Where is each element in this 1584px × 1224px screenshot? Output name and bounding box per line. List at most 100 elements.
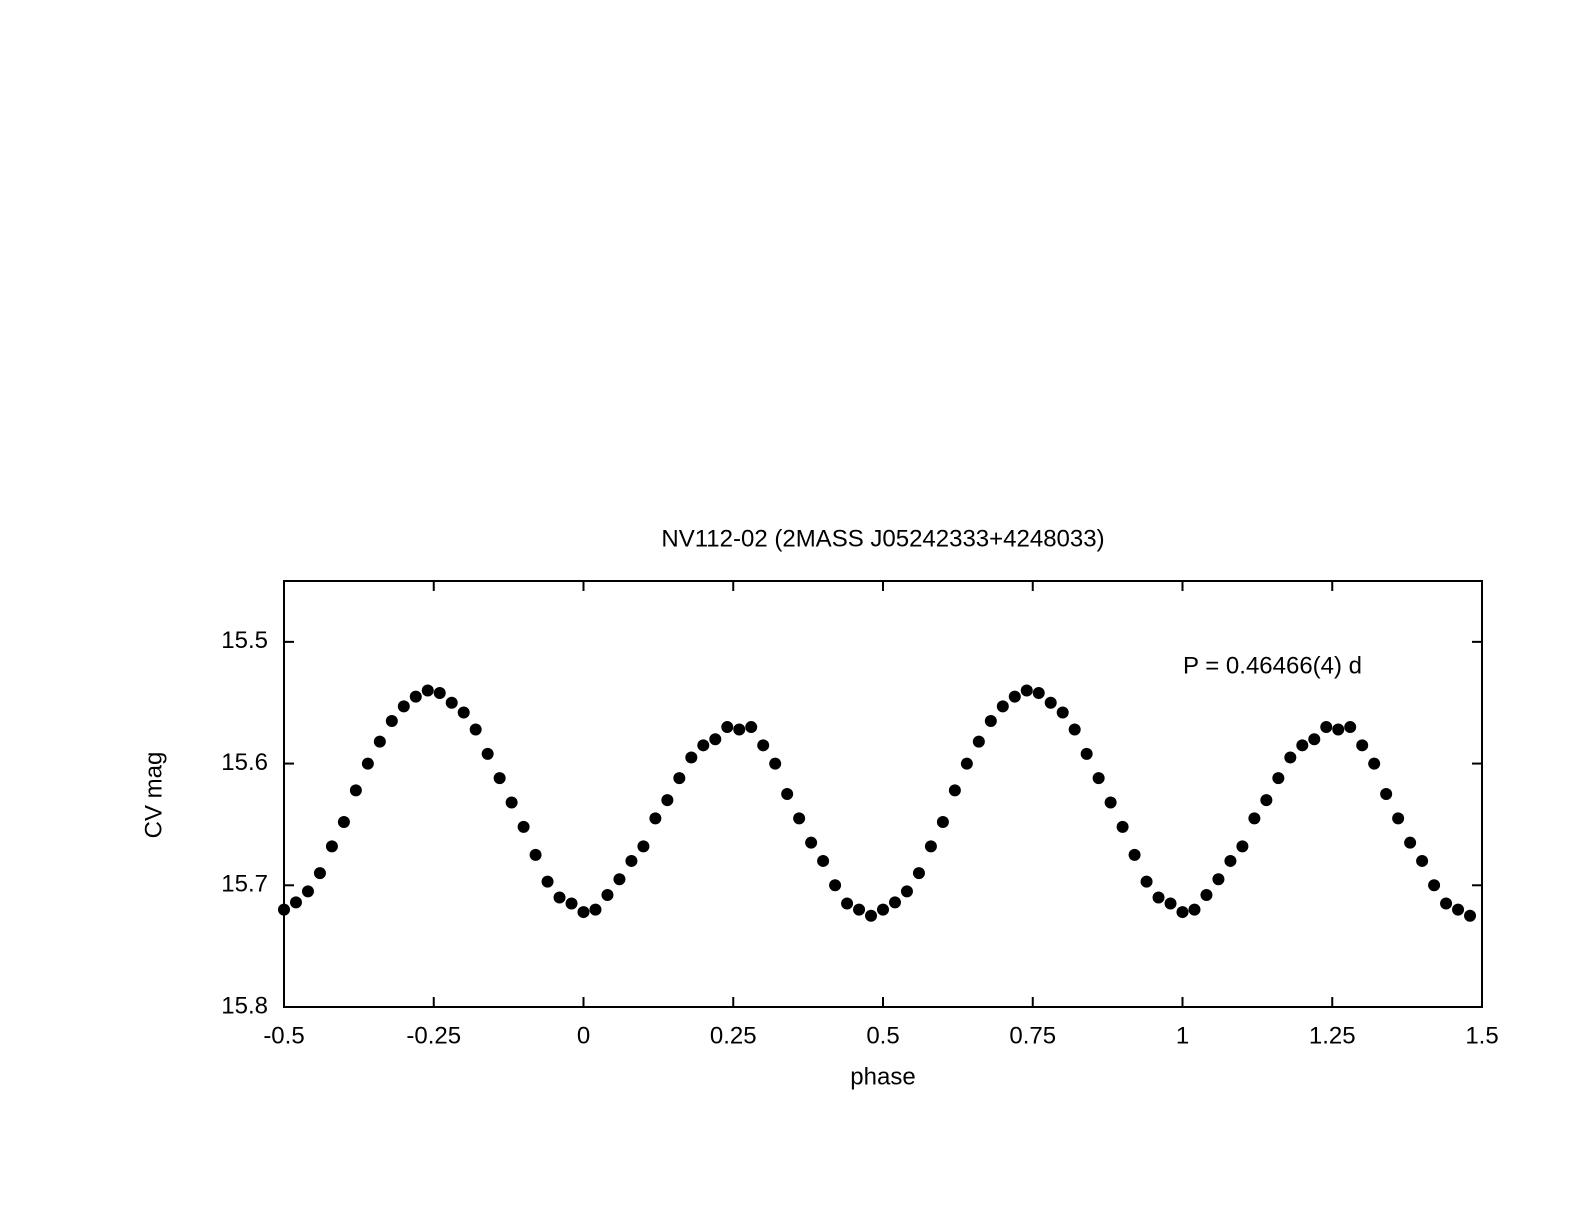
data-point [278, 903, 290, 916]
data-point [1152, 891, 1165, 904]
data-point [1440, 897, 1453, 910]
data-point [421, 684, 434, 697]
data-point [1404, 836, 1417, 849]
data-point [1356, 739, 1369, 752]
chart-title: NV112-02 (2MASS J05242333+4248033) [661, 525, 1104, 552]
annotation: P = 0.46466(4) d [1183, 652, 1362, 679]
data-point [888, 896, 901, 909]
x-axis-label: phase [850, 1063, 915, 1090]
data-point [1212, 873, 1225, 886]
data-point [1128, 848, 1141, 861]
data-point [601, 889, 614, 902]
data-point [984, 714, 997, 727]
data-point [960, 757, 973, 770]
y-tick-label: 15.5 [221, 627, 268, 654]
y-tick-label: 15.7 [221, 871, 268, 898]
data-point [900, 885, 913, 898]
data-point [385, 714, 398, 727]
data-point [996, 700, 1009, 713]
data-point [793, 812, 806, 825]
data-point [1140, 875, 1153, 888]
data-point [841, 897, 854, 910]
data-point [1068, 723, 1081, 736]
data-point [301, 885, 314, 898]
data-point [541, 875, 554, 888]
x-tick-label: 0.5 [866, 1022, 899, 1049]
data-point [313, 867, 326, 880]
data-point [661, 794, 674, 807]
data-point [1056, 706, 1069, 719]
data-point [361, 757, 374, 770]
y-tick-label: 15.8 [221, 992, 268, 1019]
data-point [936, 815, 949, 828]
data-point [481, 747, 494, 760]
data-point [1320, 721, 1333, 734]
data-point [613, 873, 626, 886]
data-point [1380, 788, 1393, 800]
data-point [445, 696, 458, 709]
data-point [673, 772, 686, 785]
data-point [589, 903, 602, 916]
data-point [1224, 854, 1237, 867]
data-point [1416, 854, 1429, 867]
data-point [769, 757, 782, 770]
data-point [337, 815, 350, 828]
data-point [733, 723, 746, 736]
data-point [877, 903, 889, 916]
data-point [1296, 739, 1309, 752]
data-point [325, 840, 338, 853]
x-tick-label: 0 [577, 1022, 590, 1049]
data-point [1020, 684, 1033, 697]
data-point [1104, 796, 1117, 809]
data-point [1260, 794, 1273, 807]
x-tick-label: 1 [1176, 1022, 1189, 1049]
y-tick-label: 15.6 [221, 749, 268, 776]
y-axis-label: CV mag [140, 752, 167, 839]
data-point [912, 867, 925, 880]
data-point [781, 788, 794, 800]
data-point [1032, 686, 1045, 699]
data-point [1452, 903, 1465, 916]
data-point [1248, 812, 1261, 825]
data-point [1332, 723, 1345, 736]
data-point [709, 733, 722, 746]
data-point [637, 840, 650, 853]
data-point [1392, 812, 1405, 825]
data-point [1464, 909, 1477, 922]
data-point [529, 848, 542, 861]
data-point [972, 735, 985, 748]
x-tick-label: -0.25 [406, 1022, 461, 1049]
data-point [493, 772, 506, 785]
data-point [1008, 690, 1021, 703]
data-point [397, 700, 410, 713]
data-point [1176, 906, 1189, 919]
data-point [649, 812, 662, 825]
data-point [1116, 820, 1129, 833]
data-point [409, 690, 422, 703]
data-point [505, 796, 518, 809]
data-point [433, 686, 446, 699]
data-point [1368, 757, 1381, 770]
data-point [817, 854, 830, 867]
data-point [697, 739, 710, 752]
data-point [1200, 889, 1213, 902]
data-point [721, 721, 734, 734]
data-point [349, 784, 362, 797]
data-point [625, 854, 638, 867]
x-tick-label: 0.25 [710, 1022, 757, 1049]
data-point [1344, 721, 1357, 734]
data-point [1272, 772, 1285, 785]
data-point [948, 784, 961, 797]
data-point [1236, 840, 1249, 853]
x-tick-label: 1.5 [1465, 1022, 1498, 1049]
data-point [757, 739, 770, 752]
x-tick-label: 1.25 [1309, 1022, 1356, 1049]
data-point [829, 879, 842, 892]
data-point [1188, 903, 1201, 916]
data-point [805, 836, 818, 849]
data-point [457, 706, 470, 719]
data-point [1044, 696, 1057, 709]
data-point [577, 906, 590, 919]
